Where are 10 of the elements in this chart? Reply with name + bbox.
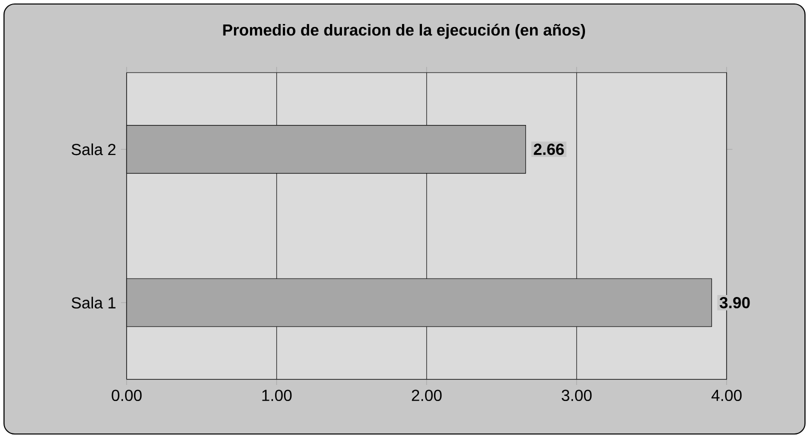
data-label: 3.90 [720,296,750,308]
x-tick-label: 3.00 [562,390,592,402]
x-tick-label: 2.00 [412,390,442,402]
chart-title: Promedio de duracion de la ejecución (en años) [223,24,586,39]
x-tick-label: 4.00 [711,390,742,402]
y-tick-label: Sala 2 [72,143,116,156]
x-tick-label: 0.00 [112,390,142,402]
data-label: 2.66 [534,144,564,155]
x-tick-label: 1.00 [262,390,292,402]
y-tick-label: Sala 1 [72,296,116,309]
